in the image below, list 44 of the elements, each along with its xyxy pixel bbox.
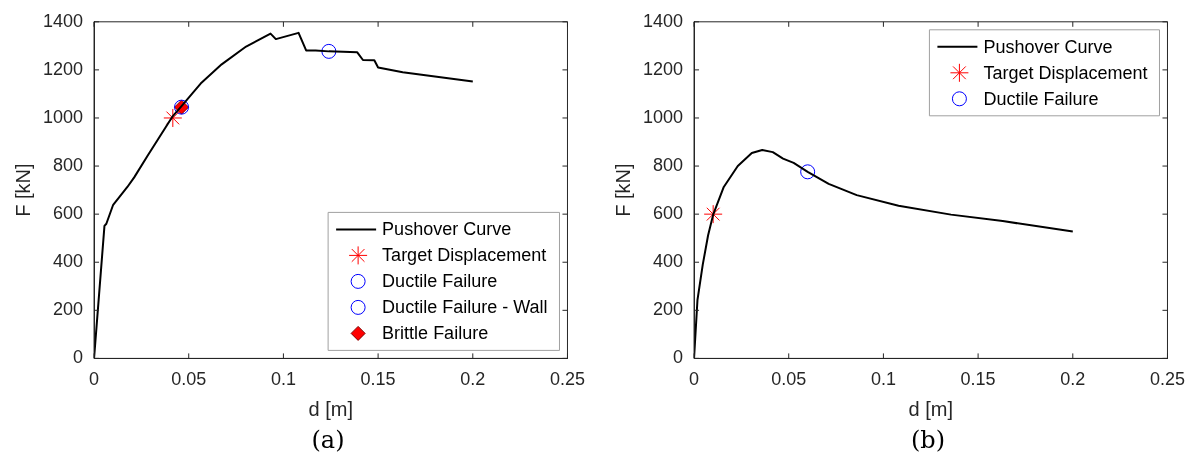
x-tick-label: 0 [689,369,700,390]
y-axis-title: F [kN] [611,163,634,217]
y-tick-label: 1400 [43,10,84,31]
y-tick-label: 400 [653,251,684,272]
x-tick-label: 0.2 [1060,369,1086,390]
point [163,108,183,128]
legend-label: Pushover Curve [382,219,512,240]
y-tick-label: 1000 [43,106,84,127]
y-tick-label: 1200 [643,58,684,79]
x-tick-label: 0.25 [549,369,586,390]
y-axis-title: F [kN] [11,163,34,217]
y-tick-label: 1000 [643,106,684,127]
x-tick-label: 0.1 [870,369,896,390]
y-tick-label: 1200 [43,58,84,79]
text: (a) [311,426,345,454]
y-tick-label: 0 [73,347,84,368]
legend-label: Brittle Failure [382,323,489,344]
legend-label: Pushover Curve [983,36,1113,57]
legend-label: Ductile Failure [382,271,498,292]
x-tick-label: 0.05 [771,369,807,390]
y-tick-label: 600 [53,203,84,224]
y-tick-label: 600 [653,203,684,224]
x-tick-label: 0.15 [960,369,996,390]
x-tick-label: 0 [89,369,100,390]
point [321,43,337,59]
x-tick-label: 0.1 [270,369,296,390]
legend-label: Ductile Failure [983,88,1099,109]
legend-label: Target Displacement [983,62,1148,83]
y-tick-label: 0 [673,347,684,368]
text: (b) [910,426,946,454]
y-tick-label: 200 [653,299,684,320]
y-tick-label: 800 [653,155,684,176]
legend-label: Ductile Failure - Wall [382,297,548,318]
x-tick-label: 0.05 [171,369,207,390]
x-tick-label: 0.15 [360,369,396,390]
y-tick-label: 800 [53,155,84,176]
x-tick-label: 0.2 [460,369,486,390]
y-tick-label: 1400 [643,10,684,31]
legend-label: Target Displacement [382,245,547,266]
x-tick-label: 0.25 [1149,369,1186,390]
x-axis-title: d [m] [908,397,953,420]
y-tick-label: 200 [53,299,84,320]
x-axis-title: d [m] [308,397,353,420]
y-tick-label: 400 [53,251,84,272]
